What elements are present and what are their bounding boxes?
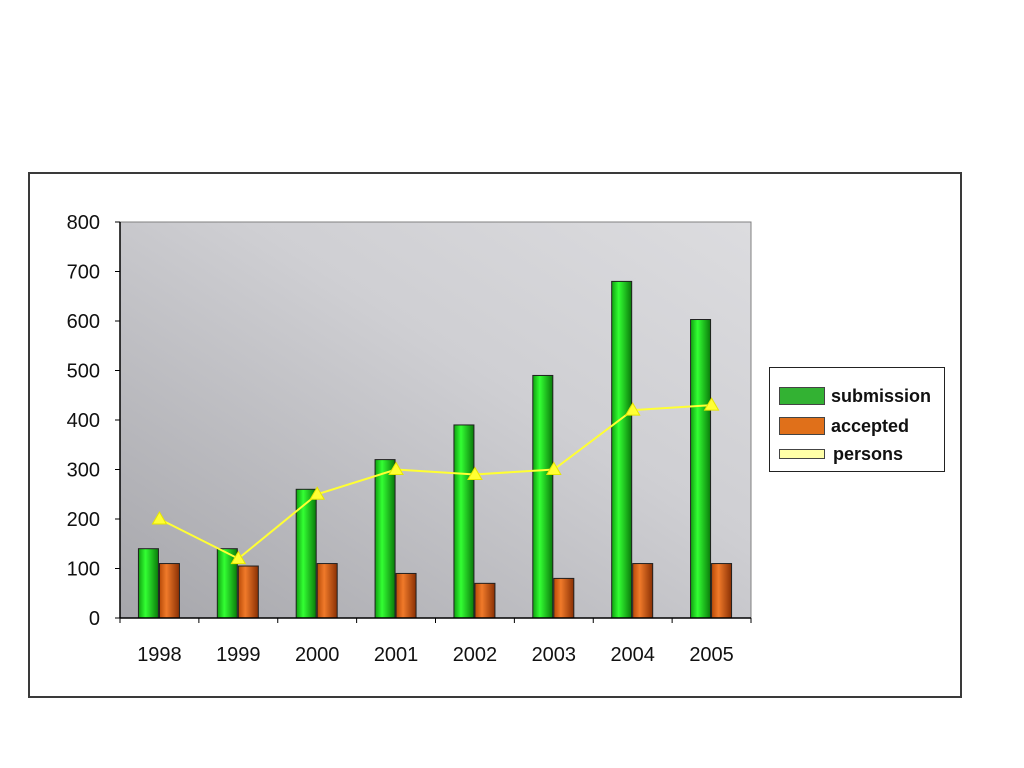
bars-layer — [137, 280, 733, 619]
y-tick-label-400: 400 — [67, 410, 100, 432]
plot-area — [119, 221, 752, 619]
x-tick-label-1998: 1998 — [137, 644, 182, 666]
x-tick-label-1999: 1999 — [216, 644, 261, 666]
bar-submission-2005 — [690, 319, 712, 619]
bar-accepted-2001 — [395, 572, 417, 619]
line-layer — [151, 397, 720, 565]
x-tick-label-2005: 2005 — [689, 644, 734, 666]
marker-persons-2000 — [309, 486, 326, 500]
line-persons — [158, 404, 712, 560]
bar-accepted-2002 — [474, 582, 496, 619]
x-tick-label-2004: 2004 — [610, 644, 655, 666]
axes-layer: 0 100 200 300 400 500 600 700 800 1998 1999 2000 200… — [67, 212, 752, 666]
bar-submission-2001 — [374, 459, 396, 619]
legend-label-accepted: accepted — [831, 415, 910, 436]
y-tick-label-100: 100 — [67, 559, 100, 581]
bar-accepted-2000 — [316, 563, 338, 619]
legend-item-persons: persons — [779, 444, 903, 464]
x-tick-label-2003: 2003 — [532, 644, 577, 666]
marker-persons-1998 — [151, 511, 168, 525]
bar-submission-1998 — [137, 548, 159, 619]
marker-persons-1999 — [230, 550, 247, 565]
legend: submission accepted persons — [769, 367, 945, 472]
marker-persons-2004 — [624, 402, 641, 416]
y-tick-label-0: 0 — [89, 608, 100, 630]
marker-persons-2002 — [467, 466, 483, 480]
bar-accepted-1999 — [237, 565, 259, 619]
bar-accepted-2004 — [632, 563, 654, 619]
legend-item-accepted: accepted — [779, 416, 909, 436]
marker-persons-2005 — [703, 397, 720, 411]
legend-item-submission: submission — [779, 386, 931, 406]
bar-submission-2002 — [453, 424, 475, 619]
legend-swatch-persons — [779, 449, 825, 459]
y-tick-label-500: 500 — [67, 361, 100, 383]
legend-swatch-accepted — [779, 417, 825, 435]
bar-submission-2003 — [532, 374, 554, 619]
x-tick-label-2000: 2000 — [295, 644, 340, 666]
bar-submission-2004 — [611, 280, 633, 619]
marker-persons-2003 — [545, 461, 562, 475]
bar-accepted-2005 — [711, 563, 733, 619]
y-tick-label-300: 300 — [67, 460, 100, 482]
marker-persons-2001 — [388, 461, 404, 475]
legend-swatch-submission — [779, 387, 825, 405]
bar-accepted-1998 — [158, 563, 180, 619]
bar-accepted-2003 — [553, 577, 575, 619]
y-tick-label-200: 200 — [67, 509, 100, 531]
x-tick-label-2002: 2002 — [453, 644, 498, 666]
y-tick-label-700: 700 — [67, 262, 100, 284]
x-tick-label-2001: 2001 — [374, 644, 419, 666]
legend-label-persons: persons — [833, 443, 904, 464]
y-tick-label-600: 600 — [67, 311, 100, 333]
legend-label-submission: submission — [831, 385, 932, 406]
y-tick-label-800: 800 — [67, 212, 100, 234]
